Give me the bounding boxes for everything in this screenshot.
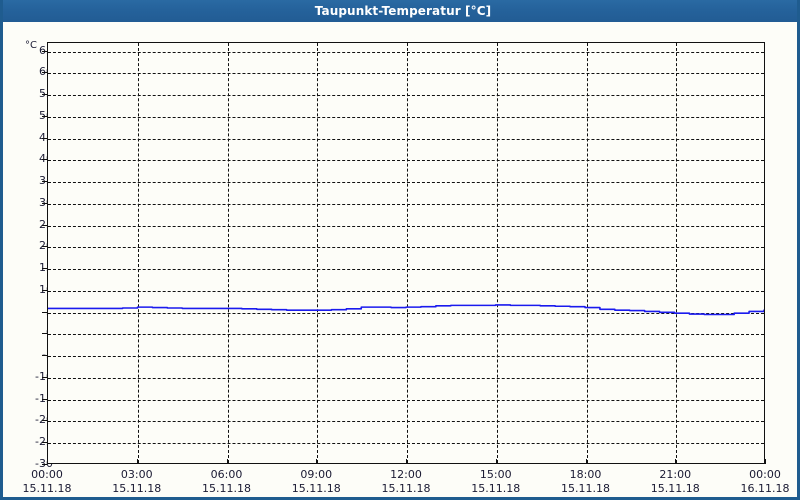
y-axis-tickmark: [42, 333, 47, 335]
x-axis-tickmark: [585, 459, 587, 464]
gridline-vertical: [137, 43, 139, 463]
gridline-horizontal: [48, 138, 764, 140]
y-axis-tickmark: [42, 246, 47, 248]
gridline-horizontal: [48, 334, 764, 336]
gridline-horizontal: [48, 377, 764, 379]
page-title: Taupunkt-Temperatur [°C]: [314, 4, 492, 18]
x-axis-tickmark: [406, 459, 407, 464]
y-axis-tickmark: [42, 442, 47, 444]
y-axis-tickmark: [42, 464, 47, 465]
x-axis-tick-date: 15.11.18: [381, 482, 431, 495]
gridline-horizontal: [48, 247, 764, 249]
gridline-horizontal: [48, 312, 764, 314]
y-axis-tickmark: [42, 268, 47, 270]
gridline-horizontal: [48, 116, 764, 118]
x-axis-tick-date: 15.11.18: [471, 482, 521, 495]
y-axis-tickmark: [42, 311, 47, 313]
gridline-horizontal: [48, 443, 764, 445]
x-axis-tick-label: 06:00 15.11.18: [187, 468, 267, 496]
x-axis-tick-label: 21:00 15.11.18: [635, 468, 715, 496]
x-axis-tick-date: 15.11.18: [112, 482, 162, 495]
y-axis-tickmark: [42, 420, 47, 422]
gridline-vertical: [407, 43, 408, 463]
x-axis-tick-label: 15:00 15.11.18: [456, 468, 536, 496]
gridline-horizontal: [48, 399, 764, 401]
x-axis-tickmark: [47, 459, 48, 464]
plot-area: [47, 42, 765, 464]
series-line-taupunkt-temperatur: [48, 304, 764, 316]
y-axis-tickmark: [42, 94, 47, 96]
gridline-horizontal: [48, 182, 764, 184]
y-axis-tickmark: [42, 159, 47, 161]
y-axis-tickmark: [42, 137, 47, 139]
x-axis-tick-time: 15:00: [479, 468, 512, 481]
gridline-horizontal: [48, 203, 764, 205]
gridline-vertical: [676, 43, 678, 463]
gridline-vertical: [586, 43, 588, 463]
x-axis-tick-label: 09:00 15.11.18: [276, 468, 356, 496]
x-axis-tick-date: 15.11.18: [22, 482, 72, 495]
y-axis-tickmark: [42, 355, 47, 357]
x-axis-tick-date: 15.11.18: [650, 482, 700, 495]
x-axis-tick-time: 06:00: [210, 468, 243, 481]
x-axis-tick-label: 03:00 15.11.18: [97, 468, 177, 496]
x-axis-tick-time: 21:00: [659, 468, 692, 481]
x-axis-tick-time: 00:00: [749, 468, 781, 481]
y-axis-tickmark: [42, 72, 47, 74]
x-axis-tickmark: [136, 459, 138, 464]
gridline-horizontal: [48, 356, 764, 358]
gridline-horizontal: [48, 160, 764, 162]
y-axis-tickmark: [42, 115, 47, 117]
y-axis-tickmark: [42, 398, 47, 400]
window-titlebar: Taupunkt-Temperatur [°C]: [3, 0, 797, 22]
y-axis-tickmark: [42, 224, 47, 226]
gridline-horizontal: [48, 269, 764, 271]
y-axis-unit-label: °C: [25, 40, 37, 51]
y-axis-tickmark: [42, 376, 47, 378]
gridline-horizontal: [48, 73, 764, 75]
x-axis-tick-date: 15.11.18: [291, 482, 341, 495]
y-axis-tickmark: [42, 50, 47, 52]
x-axis-tick-label: 18:00 15.11.18: [546, 468, 626, 496]
x-axis-tick-time: 03:00: [120, 468, 153, 481]
x-axis-tickmark: [675, 459, 677, 464]
gridline-vertical: [317, 43, 319, 463]
x-axis-tick-time: 00:00: [31, 468, 63, 481]
x-axis-tickmark: [316, 459, 318, 464]
chart-canvas: °C 65605550454035302520151050-5-10-15-20…: [3, 22, 797, 497]
x-axis-tick-time: 18:00: [569, 468, 602, 481]
y-axis-tickmark: [42, 289, 47, 291]
x-axis-tick-label: 00:00 15.11.18: [7, 468, 87, 496]
gridline-horizontal: [48, 51, 764, 53]
gridline-vertical: [227, 43, 229, 463]
x-axis-tick-time: 12:00: [390, 468, 422, 481]
x-axis-tickmark: [765, 459, 766, 464]
gridline-horizontal: [48, 225, 764, 227]
x-axis-tick-date: 15.11.18: [202, 482, 251, 495]
x-axis-tick-date: 16.11.18: [740, 482, 790, 495]
gridline-horizontal: [48, 95, 764, 97]
y-axis-tickmark: [42, 202, 47, 204]
x-axis-tickmark: [495, 459, 497, 464]
gridline-horizontal: [48, 290, 764, 292]
x-axis-tick-time: 09:00: [300, 468, 333, 481]
y-axis-tickmark: [42, 181, 47, 183]
gridline-vertical: [496, 43, 498, 463]
x-axis-tickmark: [226, 459, 228, 464]
x-axis-tick-date: 15.11.18: [561, 482, 610, 495]
x-axis-tick-label: 12:00 15.11.18: [366, 468, 446, 496]
x-axis-tick-label: 00:00 16.11.18: [725, 468, 797, 496]
gridline-horizontal: [48, 421, 764, 423]
